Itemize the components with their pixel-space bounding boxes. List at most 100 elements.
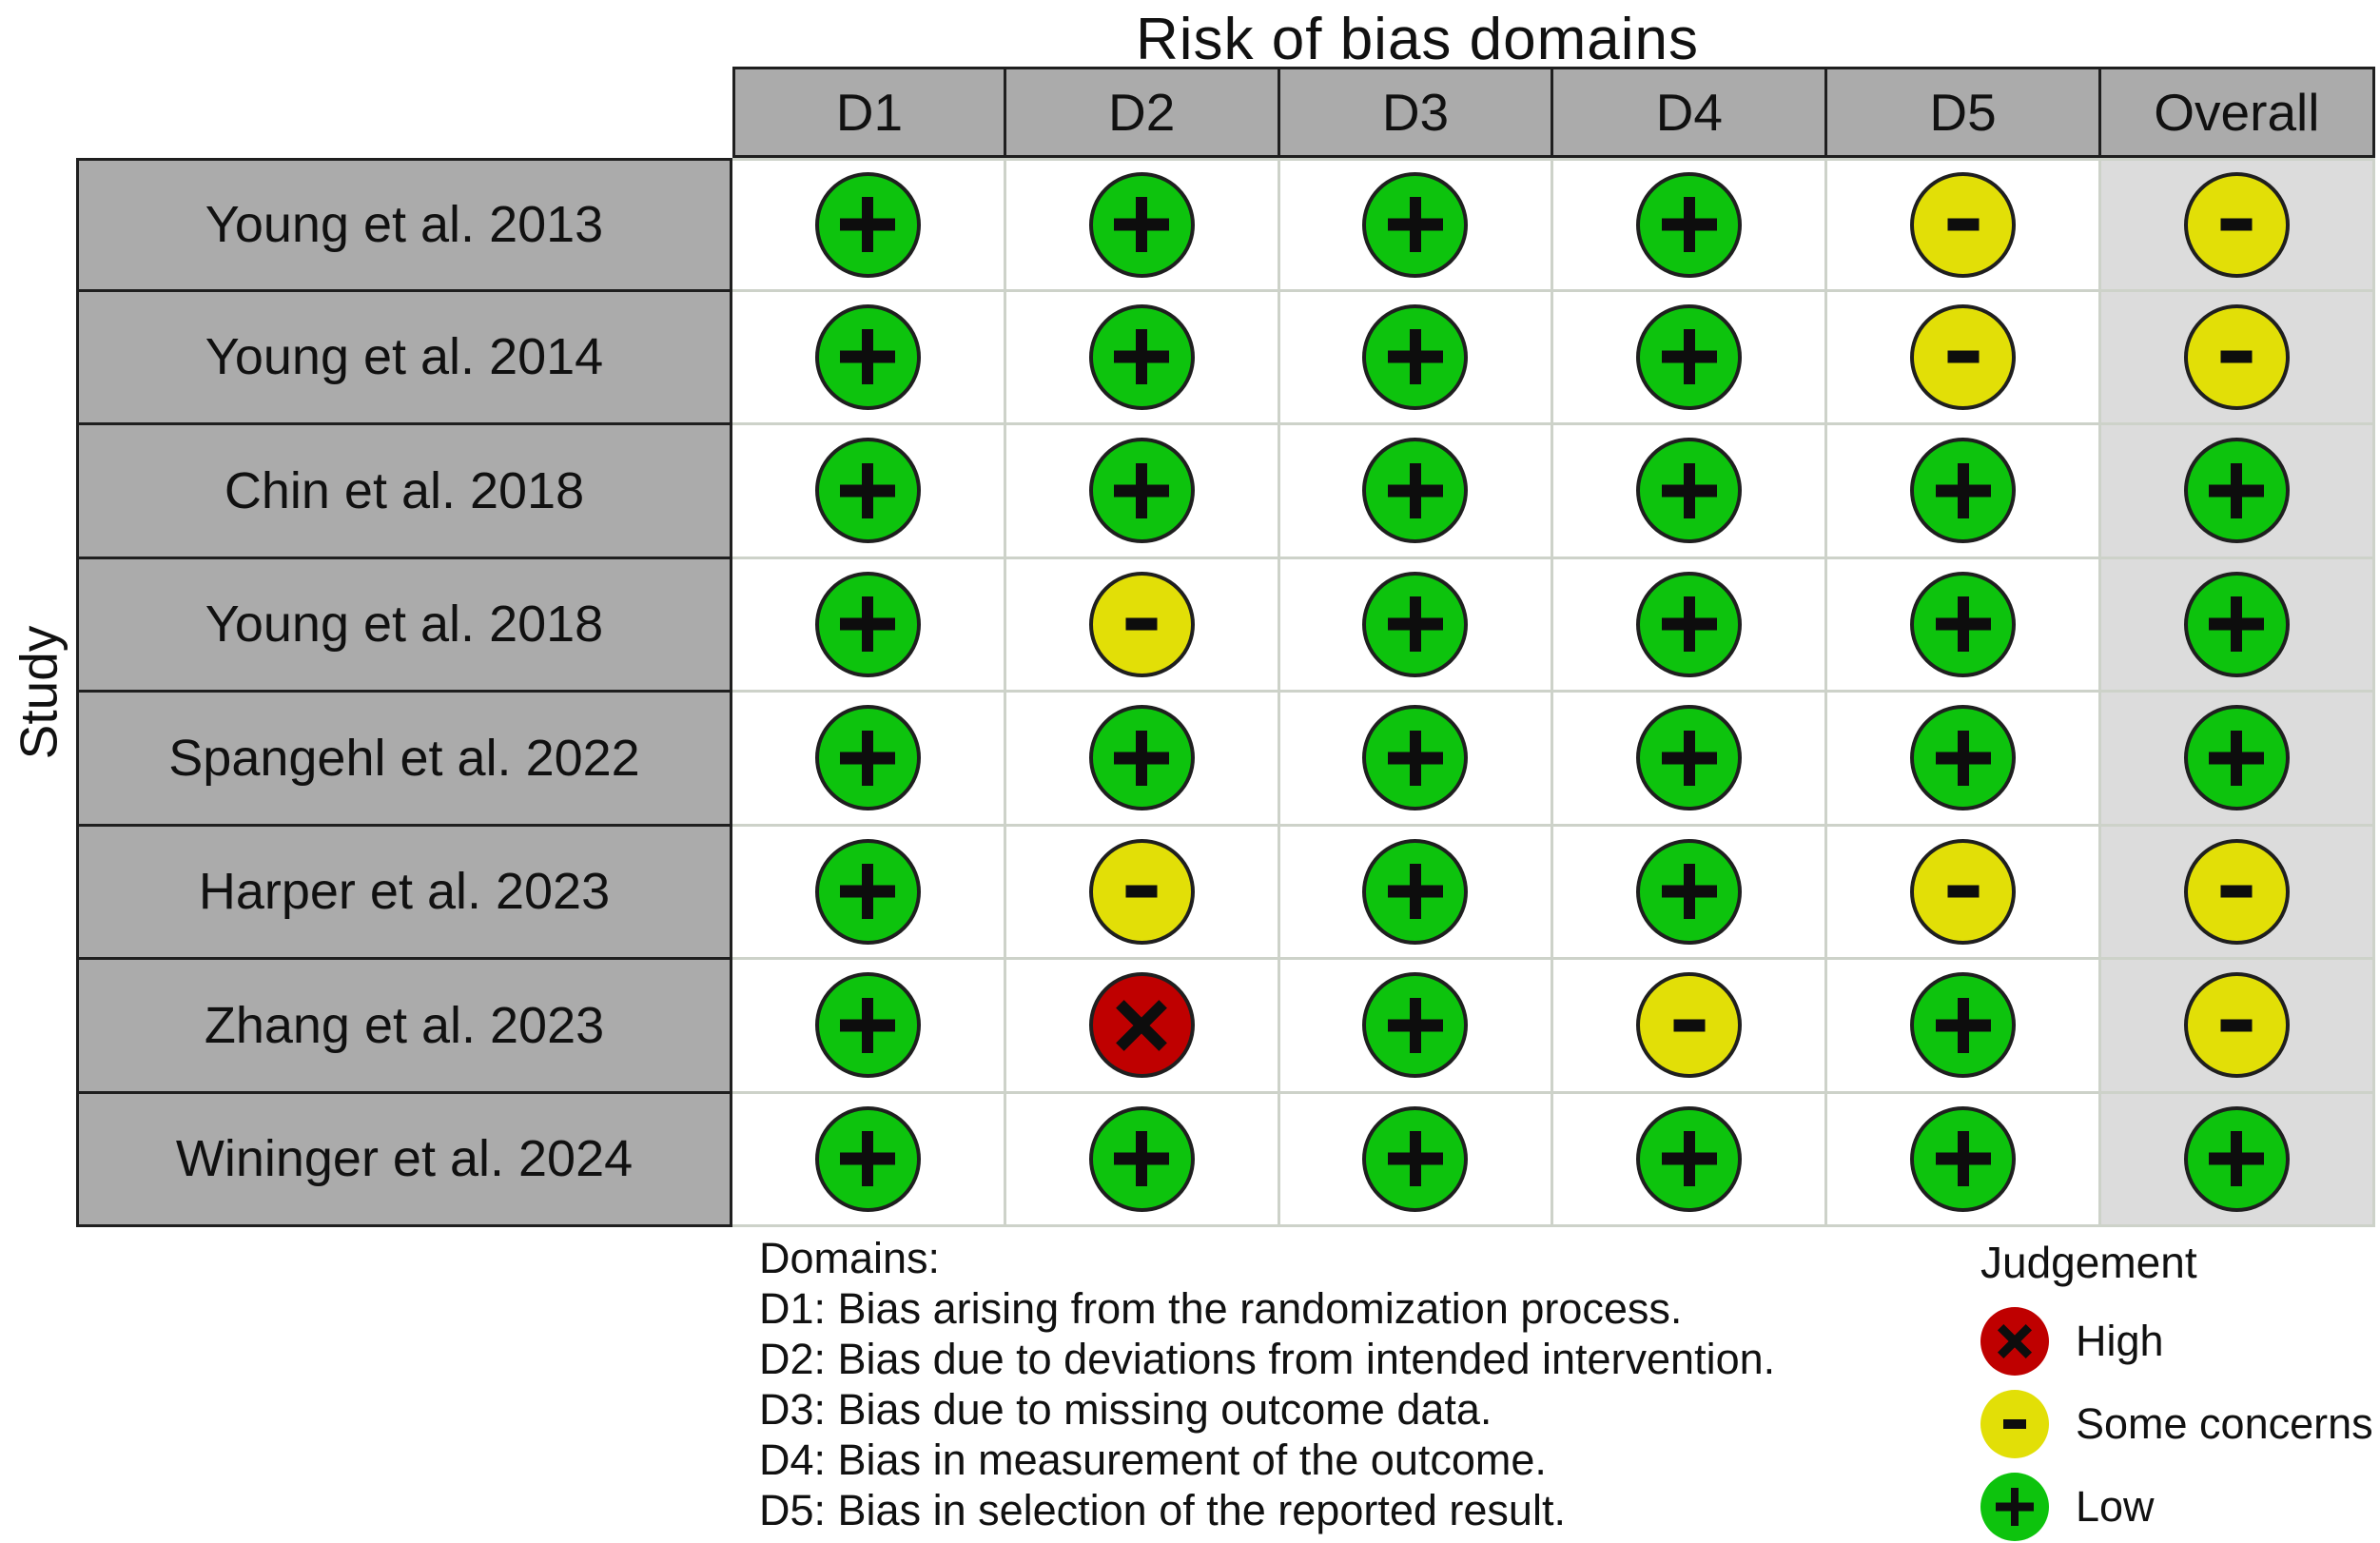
- judgement-circle-low: [1636, 838, 1743, 945]
- judgement-circle-low: [2183, 438, 2290, 544]
- table-cell: [1279, 1093, 1554, 1227]
- table-cell: [1553, 158, 1828, 292]
- judgement-circle-some_concerns: [1910, 838, 2017, 945]
- table-cell: [1827, 558, 2101, 693]
- table-cell: [732, 291, 1006, 425]
- table-cell: [732, 960, 1006, 1094]
- table-cell: [1279, 826, 1554, 960]
- table-cell: [1827, 960, 2101, 1094]
- table-cell: [1553, 558, 1828, 693]
- table-cell: [1827, 291, 2101, 425]
- judgement-circle-low: [1636, 303, 1743, 410]
- table-cell: [1005, 158, 1280, 292]
- judgement-circle-low: [814, 1105, 921, 1212]
- legend-label-high: High: [2076, 1317, 2164, 1365]
- table-cell: [2100, 158, 2375, 292]
- table-corner-spacer: [76, 67, 732, 158]
- study-label: Young et al. 2018: [76, 558, 732, 693]
- judgement-circle-some_concerns: [1088, 571, 1195, 677]
- legend-label-some-concerns: Some concerns: [2076, 1399, 2373, 1448]
- table-cell: [1005, 693, 1280, 827]
- judgement-circle-low: [1362, 303, 1469, 410]
- judgement-circle-low: [1636, 571, 1743, 677]
- study-label: Young et al. 2013: [76, 158, 732, 292]
- table-cell: [1827, 158, 2101, 292]
- low-risk-icon: [1980, 1473, 2049, 1541]
- judgement-circle-low: [1910, 1105, 2017, 1212]
- some-concerns-icon: [1980, 1390, 2049, 1458]
- table-cell: [732, 693, 1006, 827]
- domain-line-d1: D1: Bias arising from the randomization …: [759, 1284, 1683, 1334]
- table-cell: [732, 425, 1006, 559]
- judgement-circle-low: [1636, 1105, 1743, 1212]
- table-cell: [1827, 1093, 2101, 1227]
- judgement-circle-low: [1910, 438, 2017, 544]
- judgement-circle-some_concerns: [2183, 303, 2290, 410]
- table-cell: [2100, 291, 2375, 425]
- table-cell: [1553, 826, 1828, 960]
- column-header-d2: D2: [1005, 67, 1280, 158]
- judgement-circle-low: [2183, 705, 2290, 811]
- judgement-circle-low: [1088, 303, 1195, 410]
- judgement-circle-low: [1636, 171, 1743, 278]
- judgement-circle-low: [1362, 972, 1469, 1079]
- judgement-circle-low: [1636, 705, 1743, 811]
- column-header-d4: D4: [1553, 67, 1828, 158]
- table-cell: [1005, 1093, 1280, 1227]
- domain-line-d3: D3: Bias due to missing outcome data.: [759, 1385, 1492, 1435]
- table-cell: [2100, 1093, 2375, 1227]
- table-cell: [1553, 960, 1828, 1094]
- table-cell: [1553, 1093, 1828, 1227]
- judgement-circle-low: [814, 438, 921, 544]
- judgement-circle-low: [1362, 438, 1469, 544]
- judgement-circle-low: [1088, 705, 1195, 811]
- table-cell: [732, 558, 1006, 693]
- table-cell: [2100, 558, 2375, 693]
- table-cell: [1553, 693, 1828, 827]
- legend-title: Judgement: [1980, 1238, 2197, 1287]
- table-cell: [1005, 826, 1280, 960]
- judgement-circle-some_concerns: [2183, 838, 2290, 945]
- table-cell: [1279, 158, 1554, 292]
- table-cell: [1279, 960, 1554, 1094]
- judgement-circle-low: [1362, 171, 1469, 278]
- y-axis-label-wrap: Study: [0, 158, 76, 1227]
- column-header-d3: D3: [1279, 67, 1554, 158]
- column-header-d5: D5: [1827, 67, 2101, 158]
- judgement-circle-low: [814, 303, 921, 410]
- judgement-circle-low: [1362, 1105, 1469, 1212]
- legend-item-some-concerns: Some concerns: [1980, 1390, 2373, 1458]
- table-cell: [1827, 693, 2101, 827]
- judgement-circle-low: [1088, 171, 1195, 278]
- table-cell: [1005, 558, 1280, 693]
- table-cell: [1005, 291, 1280, 425]
- table-cell: [1827, 826, 2101, 960]
- domain-line-d2: D2: Bias due to deviations from intended…: [759, 1335, 1776, 1384]
- domain-line-d5: D5: Bias in selection of the reported re…: [759, 1486, 1566, 1535]
- rob-table: D1 D2 D3 D4 D5 Overall Young et al. 2013 Young …: [76, 67, 2375, 1227]
- table-cell: [1279, 558, 1554, 693]
- chart-title: Risk of bias domains: [1135, 7, 1700, 72]
- study-label: Spangehl et al. 2022: [76, 693, 732, 827]
- table-cell: [732, 158, 1006, 292]
- judgement-circle-low: [2183, 571, 2290, 677]
- study-label: Zhang et al. 2023: [76, 960, 732, 1094]
- judgement-circle-some_concerns: [1636, 972, 1743, 1079]
- table-cell: [2100, 425, 2375, 559]
- table-cell: [732, 1093, 1006, 1227]
- study-label: Chin et al. 2018: [76, 425, 732, 559]
- judgement-circle-low: [1362, 571, 1469, 677]
- column-header-overall: Overall: [2100, 67, 2375, 158]
- legend-label-low: Low: [2076, 1482, 2155, 1531]
- judgement-circle-low: [1362, 838, 1469, 945]
- judgement-circle-some_concerns: [2183, 171, 2290, 278]
- table-cell: [1553, 425, 1828, 559]
- judgement-circle-high: [1088, 972, 1195, 1079]
- high-risk-icon: [1980, 1307, 2049, 1376]
- study-label: Harper et al. 2023: [76, 826, 732, 960]
- table-cell: [1553, 291, 1828, 425]
- table-cell: [2100, 826, 2375, 960]
- table-cell: [732, 826, 1006, 960]
- judgement-circle-low: [814, 705, 921, 811]
